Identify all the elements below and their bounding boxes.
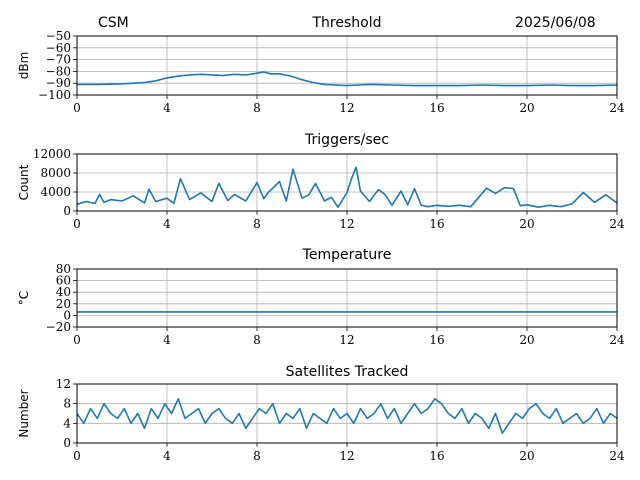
panel-1-ytick-label: −70 (46, 53, 71, 67)
panel-2-ytick-label: 12000 (33, 147, 71, 161)
panel-2-ytick-label: 4000 (40, 185, 71, 199)
panel-3-ytick-label: 0 (63, 308, 71, 322)
panel-2-ytick-label: 8000 (40, 166, 71, 180)
panel-1-xtick-label: 4 (163, 101, 171, 115)
panel-2-xtick-label: 20 (519, 217, 534, 231)
panel-1-ytick-label: −60 (46, 41, 71, 55)
panel-3-xtick-label: 4 (163, 333, 171, 347)
panel-1-xtick-label: 12 (339, 101, 354, 115)
panel-1-plot-frame (76, 35, 618, 96)
panel-1-ytick-label: −50 (46, 29, 71, 43)
panel-1-xtick-label: 8 (253, 101, 261, 115)
panel-1-ytick-label: −80 (46, 64, 71, 78)
panel-4-xtick-label: 8 (253, 449, 261, 463)
panel-3-xtick-label: 8 (253, 333, 261, 347)
panel-3-xtick-label: 20 (519, 333, 534, 347)
panel-2-title: Triggers/sec (304, 132, 389, 148)
panel-2-plot-frame (76, 153, 618, 212)
panel-2-xtick-label: 12 (339, 217, 354, 231)
panel-3-xtick-label: 24 (609, 333, 625, 347)
panel-2-series-line (76, 166, 618, 208)
panel-4-ylabel: Number (17, 389, 31, 437)
panel-1-xtick-label: 20 (519, 101, 534, 115)
panel-4-xtick-label: 16 (429, 449, 444, 463)
panel-1-xtick-label: 16 (429, 101, 444, 115)
panel-3-xtick-label: 12 (339, 333, 354, 347)
panel-4-series-line (76, 397, 618, 435)
panel-3-ytick-label: 80 (56, 262, 71, 276)
panel-1-xtick-label: 0 (73, 101, 81, 115)
panel-3-ytick-label: 20 (56, 297, 71, 311)
panel-3-ytick-label: −20 (46, 320, 71, 334)
panel-3-title: Temperature (302, 247, 392, 263)
panel-4-xtick-label: 12 (339, 449, 354, 463)
panel-2-xtick-label: 16 (429, 217, 444, 231)
panel-1-ytick-label: −90 (46, 76, 71, 90)
panel-4-ytick-label: 8 (63, 397, 71, 411)
panel-2-xtick-label: 24 (609, 217, 625, 231)
panel-4-title: Satellites Tracked (286, 364, 409, 380)
panel-4-xtick-label: 24 (609, 449, 625, 463)
panel-2-ylabel: Count (17, 164, 31, 200)
panel-4-ytick-label: 0 (63, 436, 71, 450)
panel-4-plot-frame (76, 383, 618, 444)
panel-2-xtick-label: 8 (253, 217, 261, 231)
panel-4-ytick-label: 4 (63, 416, 71, 430)
panel-4-xtick-label: 20 (519, 449, 534, 463)
panel-1-ytick-label: −100 (38, 88, 71, 102)
panel-3-ytick-label: 60 (56, 274, 71, 288)
panel-3-xtick-label: 0 (73, 333, 81, 347)
panel-4-ytick-label: 12 (56, 377, 71, 391)
panel-1-series-line (77, 71, 618, 87)
panel-3-xtick-label: 16 (429, 333, 444, 347)
panel-3-ytick-label: 40 (56, 285, 71, 299)
panel-4-xtick-label: 4 (163, 449, 171, 463)
panel-1-title: Threshold (312, 15, 382, 31)
panel-3-ylabel: °C (17, 291, 31, 305)
panel-4-xtick-label: 0 (73, 449, 81, 463)
panel-2-xtick-label: 4 (163, 217, 171, 231)
panel-2-xtick-label: 0 (73, 217, 81, 231)
figure-left-label: CSM (98, 15, 129, 31)
panel-3-plot-frame (76, 268, 618, 328)
figure-date-label: 2025/06/08 (515, 15, 596, 31)
panel-1-ylabel: dBm (17, 52, 31, 80)
panel-2-ytick-label: 0 (63, 204, 71, 218)
panel-1-xtick-label: 24 (609, 101, 625, 115)
